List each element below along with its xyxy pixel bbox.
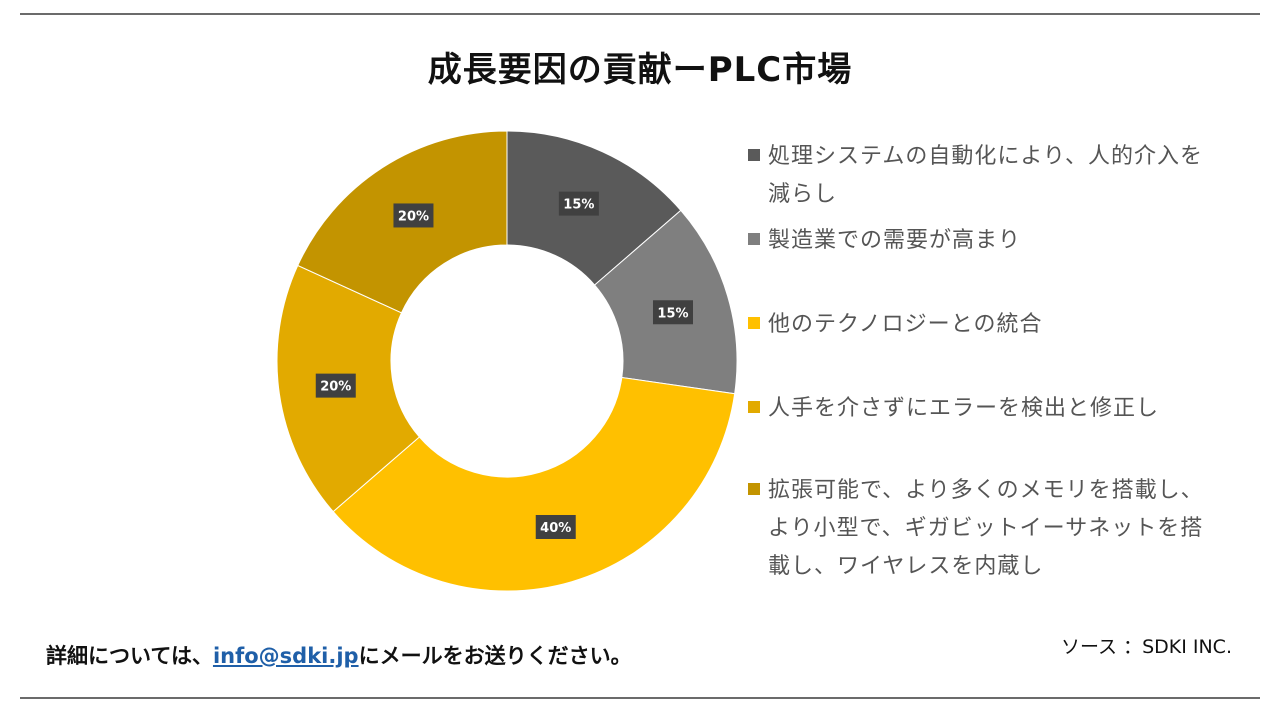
contact-note: 詳細については、info@sdki.jpにメールをお送りください。 xyxy=(46,640,632,670)
data-label-box-3 xyxy=(535,514,576,539)
data-label-3: 40% xyxy=(535,514,576,539)
bottom-rule xyxy=(20,697,1260,699)
chart-title: 成長要因の貢献ーPLC市場 xyxy=(427,50,853,90)
legend-label-3: 他のテクノロジーとの統合 xyxy=(768,312,1043,337)
source-credit: ソース ：SDKI INC. xyxy=(1060,636,1232,658)
data-label-text-3: 40% xyxy=(540,521,571,536)
top-rule xyxy=(20,13,1260,15)
legend-item-1: 処理システムの自動化により、人的介入を減らし xyxy=(748,138,1208,214)
data-label-4: 20% xyxy=(315,373,356,398)
data-label-2: 15% xyxy=(652,300,693,325)
contact-suffix: にメールをお送りください。 xyxy=(358,644,632,668)
data-label-text-2: 15% xyxy=(657,306,688,321)
contact-prefix: 詳細については、 xyxy=(46,644,213,668)
data-label-1: 15% xyxy=(558,191,599,216)
legend-label-2: 製造業での需要が高まり xyxy=(768,228,1022,253)
data-label-text-5: 20% xyxy=(398,209,429,224)
contact-email-link[interactable]: info@sdki.jp xyxy=(212,644,359,668)
legend-item-3: 他のテクノロジーとの統合 xyxy=(748,306,1208,344)
legend-label-5: 拡張可能で、より多くのメモリを搭載し、より小型で、ギガビットイーサネットを搭載し… xyxy=(768,478,1204,579)
legend-item-2: 製造業での需要が高まり xyxy=(748,222,1208,260)
data-label-text-1: 15% xyxy=(563,198,594,213)
legend-swatch-4 xyxy=(748,401,760,413)
legend-label-1: 処理システムの自動化により、人的介入を減らし xyxy=(768,144,1204,207)
data-label-box-1 xyxy=(558,191,599,216)
donut-slice-3 xyxy=(332,376,736,592)
legend-swatch-1 xyxy=(748,149,760,161)
data-label-5: 20% xyxy=(393,203,434,228)
legend-swatch-2 xyxy=(748,233,760,245)
data-label-text-4: 20% xyxy=(320,380,351,395)
data-label-box-2 xyxy=(652,300,693,325)
data-label-box-5 xyxy=(393,203,434,228)
data-label-box-4 xyxy=(315,373,356,398)
legend-swatch-5 xyxy=(748,483,760,495)
legend-swatch-3 xyxy=(748,317,760,329)
donut-chart: 15% 15% 40% 20% 20% xyxy=(276,130,738,592)
legend-item-5: 拡張可能で、より多くのメモリを搭載し、より小型で、ギガビットイーサネットを搭載し… xyxy=(748,472,1208,586)
legend-label-4: 人手を介さずにエラーを検出と修正し xyxy=(768,396,1160,421)
legend-item-4: 人手を介さずにエラーを検出と修正し xyxy=(748,390,1208,428)
